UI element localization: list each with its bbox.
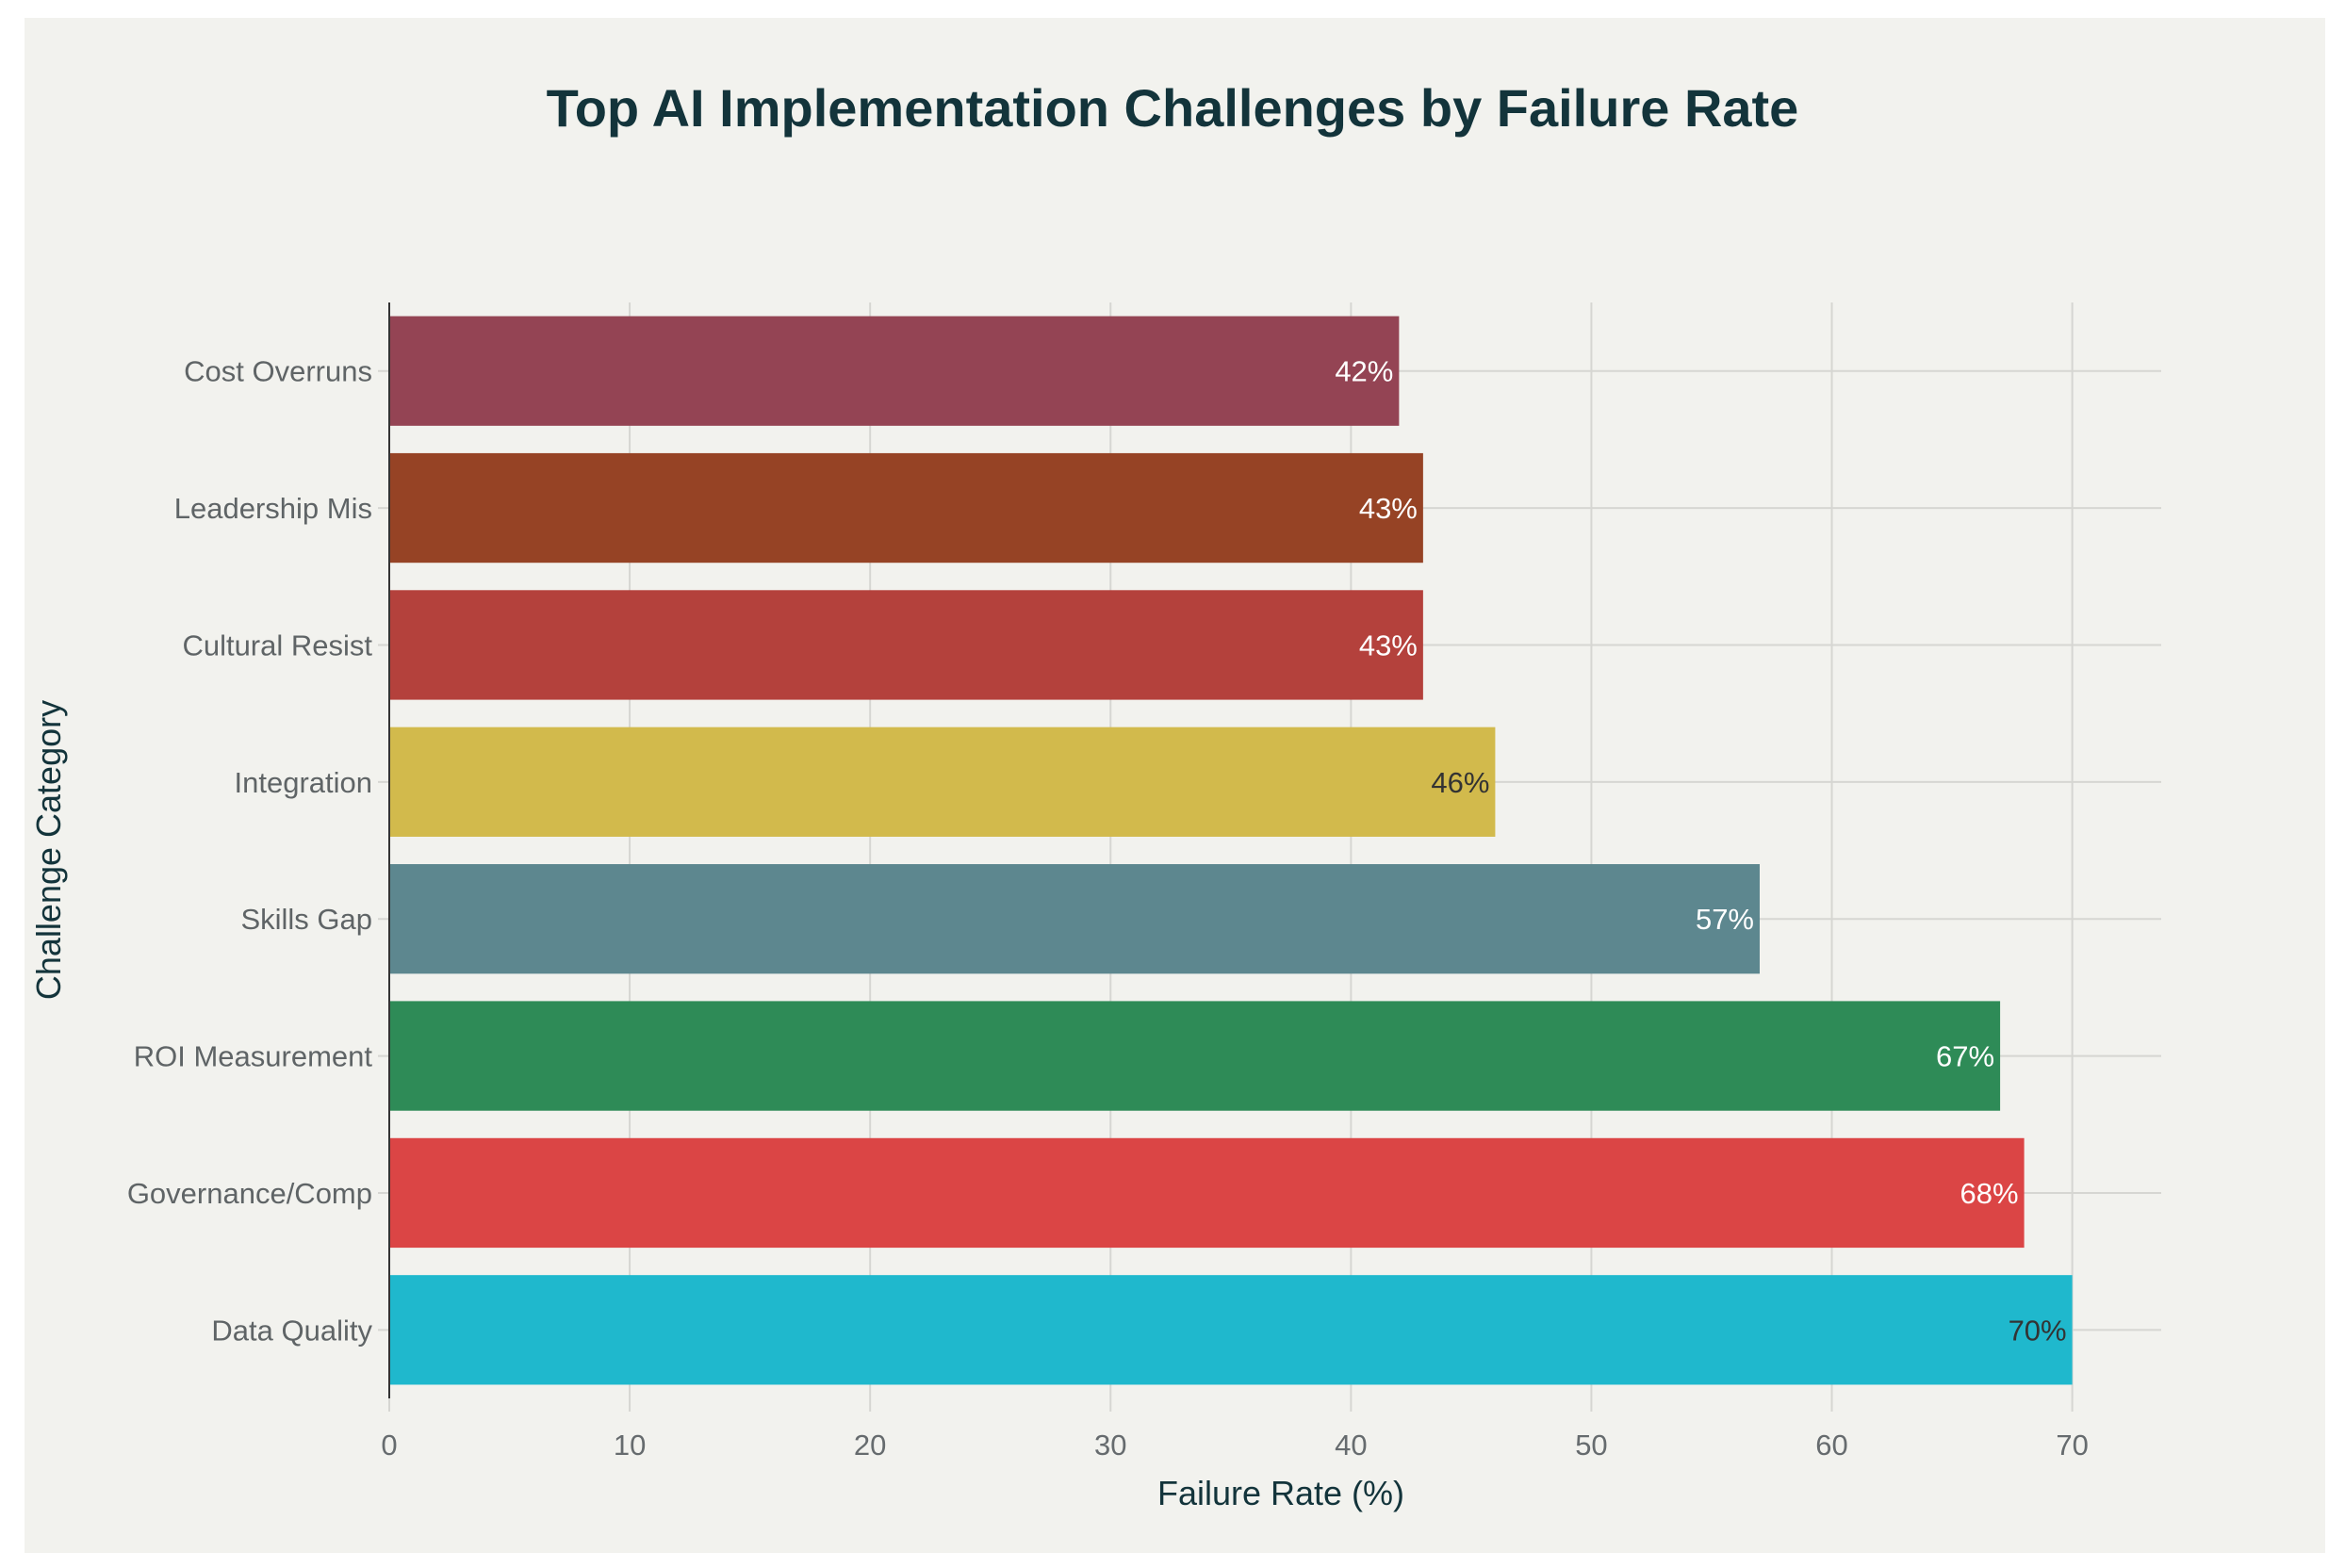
- y-tick-label: Cultural Resist: [182, 629, 372, 662]
- y-tick-label: Integration: [235, 766, 373, 799]
- x-tick-label: 60: [1815, 1429, 1847, 1462]
- data-label: 43%: [1359, 629, 1418, 662]
- x-axis-title: Failure Rate (%): [1156, 1474, 1405, 1512]
- data-label: 42%: [1335, 355, 1393, 388]
- x-tick-label: 50: [1575, 1429, 1607, 1462]
- x-tick-label: 10: [614, 1429, 646, 1462]
- y-tick-label: Leadership Mis: [174, 492, 372, 525]
- bar-cost-overruns: [389, 316, 1400, 426]
- x-tick-label: 20: [854, 1429, 886, 1462]
- y-tick-label: Governance/Comp: [127, 1177, 372, 1210]
- chart-title: Top AI Implementation Challenges by Fail…: [546, 78, 1799, 138]
- data-label: 57%: [1696, 903, 1754, 936]
- bar-governance-comp: [389, 1137, 2025, 1249]
- data-label: 68%: [1960, 1177, 2019, 1210]
- bar-integration: [389, 727, 1496, 837]
- data-label: 67%: [1936, 1040, 1994, 1073]
- y-tick-label: Cost Overruns: [184, 355, 372, 388]
- bar-cultural-resist: [389, 590, 1423, 700]
- x-tick-label: 40: [1335, 1429, 1367, 1462]
- bar-roi-measurement: [389, 1001, 2001, 1111]
- y-tick-label: ROI Measurement: [134, 1040, 373, 1073]
- x-tick-label: 30: [1094, 1429, 1126, 1462]
- bar-leadership-mis: [389, 452, 1423, 564]
- bar-data-quality: [389, 1275, 2073, 1385]
- data-label: 46%: [1431, 766, 1489, 799]
- data-label: 43%: [1359, 492, 1418, 525]
- bar-skills-gap: [389, 864, 1761, 974]
- y-tick-label: Skills Gap: [240, 903, 372, 936]
- x-tick-label: 0: [381, 1429, 397, 1462]
- y-tick-label: Data Quality: [211, 1314, 372, 1347]
- x-tick-label: 70: [2056, 1429, 2088, 1462]
- data-label: 70%: [2009, 1314, 2067, 1347]
